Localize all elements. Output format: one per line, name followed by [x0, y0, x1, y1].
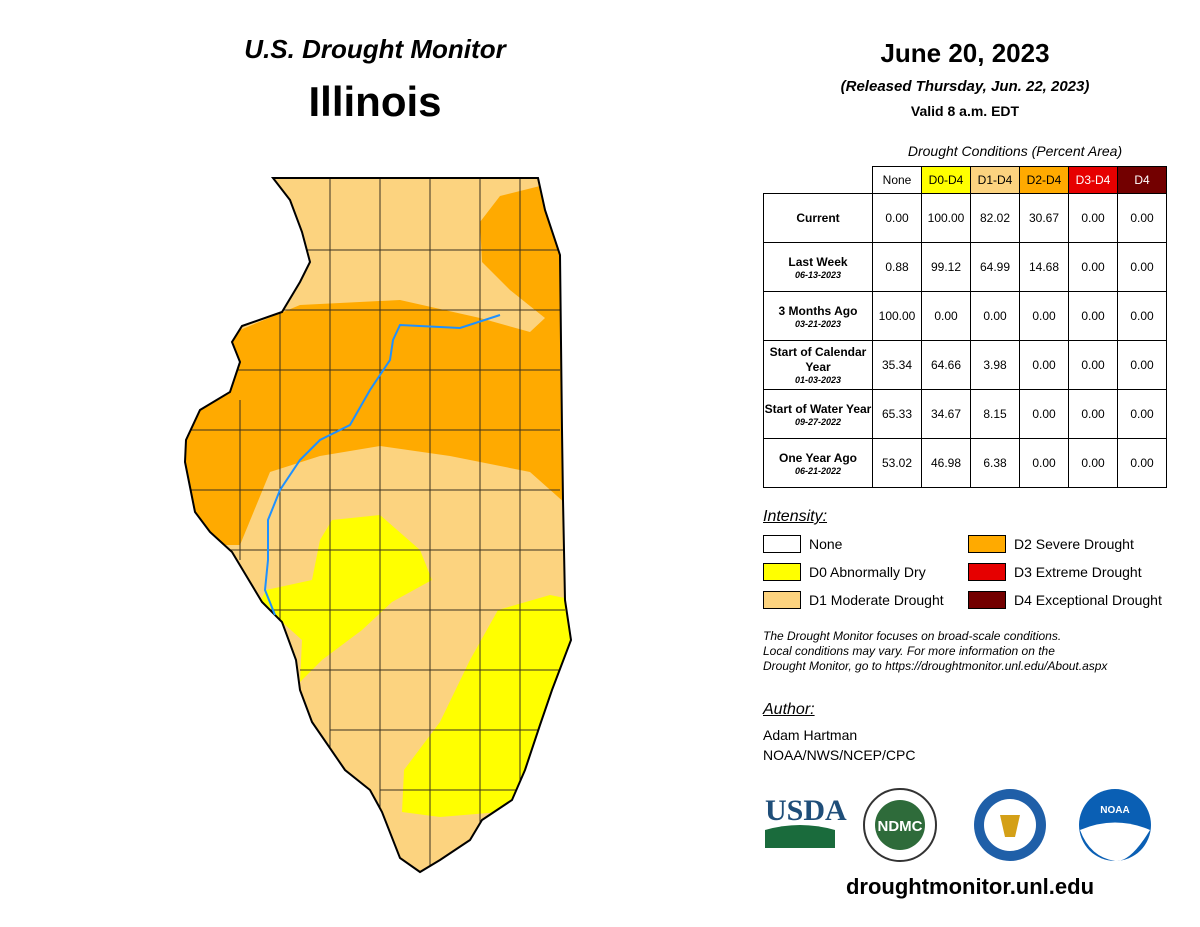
- logos: USDA NDMC NOAA: [765, 788, 1151, 862]
- table-caption: Drought Conditions (Percent Area): [907, 143, 1123, 159]
- table-row: One Year Ago 06-21-2022 53.02 46.98 6.38 0.00…: [763, 438, 1167, 488]
- row-label: One Year Ago 06-21-2022: [763, 438, 873, 488]
- table-cell: 0.00: [1019, 389, 1069, 439]
- svg-text:NOAA: NOAA: [1100, 805, 1129, 816]
- table-cell: 0.00: [1117, 438, 1167, 488]
- table-cell: 0.00: [1117, 291, 1167, 341]
- table-cell: 0.00: [1019, 291, 1069, 341]
- usda-logo: USDA: [765, 794, 847, 848]
- legend-item-d0: D0 Abnormally Dry: [763, 563, 926, 581]
- drought-conditions-table: None D0-D4 D1-D4 D2-D4 D3-D4 D4 Current 0…: [763, 166, 1167, 488]
- table-cell: 0.00: [872, 193, 922, 243]
- d2-region: [185, 186, 571, 545]
- legend-title: Intensity:: [763, 508, 828, 525]
- table-header-row: None D0-D4 D1-D4 D2-D4 D3-D4 D4: [764, 166, 1167, 194]
- noaa-logo: NOAA: [1079, 789, 1151, 862]
- commerce-seal: [974, 789, 1046, 861]
- table-cell: 0.00: [1068, 340, 1118, 390]
- table-cell: 3.98: [970, 340, 1020, 390]
- table-cell: 64.99: [970, 242, 1020, 292]
- table-cell: 0.00: [970, 291, 1020, 341]
- disclaimer-note: The Drought Monitor focuses on broad-sca…: [763, 629, 1108, 673]
- county-lines: [185, 178, 565, 870]
- table-cell: 0.00: [1117, 389, 1167, 439]
- table-row: Last Week 06-13-2023 0.88 99.12 64.99 14.68 0.…: [763, 242, 1167, 292]
- table-cell: 0.00: [1019, 340, 1069, 390]
- table-cell: 0.00: [1068, 242, 1118, 292]
- table-cell: 46.98: [921, 438, 971, 488]
- table-cell: 30.67: [1019, 193, 1069, 243]
- table-row: Start of Water Year 09-27-2022 65.33 34.67 8…: [763, 389, 1167, 439]
- table-cell: 0.00: [1117, 193, 1167, 243]
- d0-region-central: [260, 515, 432, 682]
- table-cell: 0.00: [1068, 291, 1118, 341]
- illinois-river: [263, 314, 501, 616]
- row-label: 3 Months Ago 03-21-2023: [763, 291, 873, 341]
- release-date: (Released Thursday, Jun. 22, 2023): [840, 78, 1090, 95]
- legend-item-d3: D3 Extreme Drought: [968, 563, 1142, 581]
- table-cell: 14.68: [1019, 242, 1069, 292]
- table-row: 3 Months Ago 03-21-2023 100.00 0.00 0.00 0.00…: [763, 291, 1167, 341]
- author-title: Author:: [763, 701, 815, 718]
- table-cell: 0.00: [1068, 193, 1118, 243]
- author-info: Adam Hartman NOAA/NWS/NCEP/CPC: [763, 727, 916, 763]
- state-name: Illinois: [308, 78, 442, 125]
- legend-item-none: None: [763, 535, 842, 553]
- table-cell: 34.67: [921, 389, 971, 439]
- illinois-drought-map: [184, 177, 572, 873]
- legend-item-d4: D4 Exceptional Drought: [968, 591, 1162, 609]
- col-d1-d4: D1-D4: [970, 166, 1020, 194]
- table-cell: 0.00: [1068, 438, 1118, 488]
- svg-text:USDA: USDA: [765, 794, 847, 827]
- footer-url[interactable]: droughtmonitor.unl.edu: [845, 874, 1095, 899]
- table-cell: 99.12: [921, 242, 971, 292]
- table-cell: 6.38: [970, 438, 1020, 488]
- map-title: U.S. Drought Monitor: [244, 34, 506, 64]
- legend-item-d1: D1 Moderate Drought: [763, 591, 944, 609]
- col-d2-d4: D2-D4: [1019, 166, 1069, 194]
- table-cell: 8.15: [970, 389, 1020, 439]
- table-cell: 0.88: [872, 242, 922, 292]
- table-cell: 65.33: [872, 389, 922, 439]
- table-cell: 0.00: [1068, 389, 1118, 439]
- table-cell: 82.02: [970, 193, 1020, 243]
- table-row: Current 0.00 100.00 82.02 30.67 0.00 0.00: [763, 193, 1167, 243]
- col-d3-d4: D3-D4: [1068, 166, 1118, 194]
- table-cell: 35.34: [872, 340, 922, 390]
- row-label: Current: [763, 193, 873, 243]
- svg-text:NDMC: NDMC: [878, 818, 923, 835]
- ndmc-logo: NDMC: [863, 788, 937, 862]
- row-label: Start of Water Year 09-27-2022: [763, 389, 873, 439]
- table-cell: 64.66: [921, 340, 971, 390]
- table-cell: 100.00: [872, 291, 922, 341]
- table-cell: 0.00: [921, 291, 971, 341]
- table-cell: 53.02: [872, 438, 922, 488]
- col-none: None: [872, 166, 922, 194]
- row-label: Last Week 06-13-2023: [763, 242, 873, 292]
- valid-time: Valid 8 a.m. EDT: [910, 103, 1020, 119]
- table-cell: 0.00: [1117, 340, 1167, 390]
- map-date: June 20, 2023: [880, 38, 1050, 68]
- table-cell: 100.00: [921, 193, 971, 243]
- col-d0-d4: D0-D4: [921, 166, 971, 194]
- table-cell: 0.00: [1019, 438, 1069, 488]
- table-row: Start of Calendar Year 01-03-2023 35.34 64.…: [763, 340, 1167, 390]
- legend-item-d2: D2 Severe Drought: [968, 535, 1134, 553]
- table-cell: 0.00: [1117, 242, 1167, 292]
- row-label: Start of Calendar Year 01-03-2023: [763, 340, 873, 390]
- col-d4: D4: [1117, 166, 1167, 194]
